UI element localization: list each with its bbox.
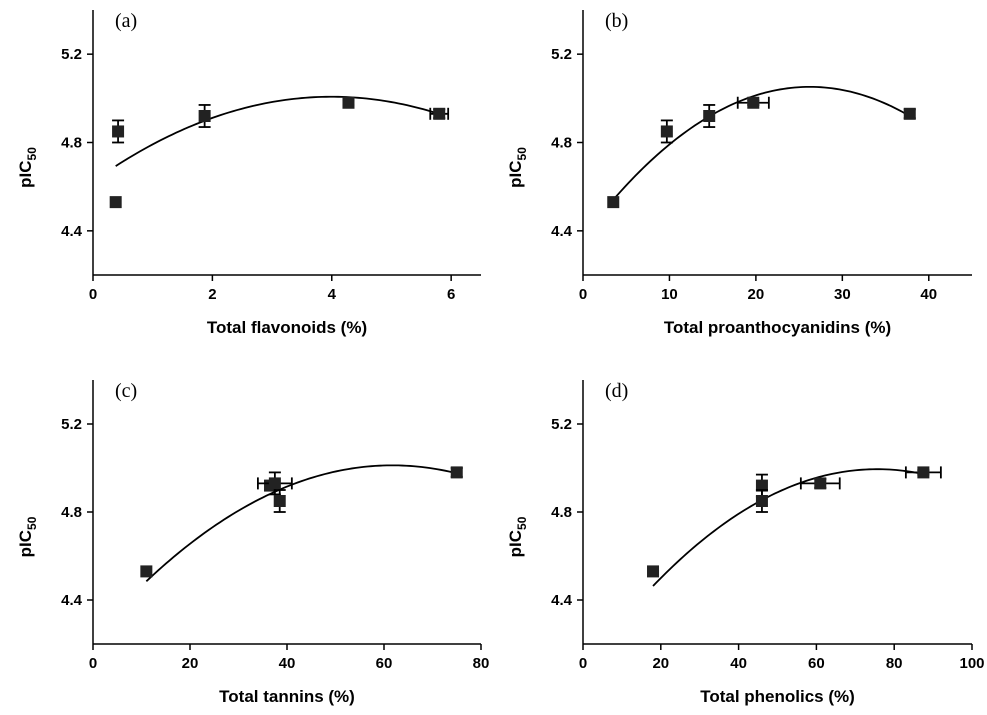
data-point: [198, 104, 211, 128]
y-tick-label: 5.2: [551, 416, 572, 433]
data-point: [799, 477, 841, 490]
point-marker: [273, 495, 286, 507]
x-tick-label: 80: [886, 655, 903, 672]
point-marker: [342, 96, 355, 109]
x-tick-label: 60: [376, 655, 393, 672]
y-axis-label-main: pIC: [506, 530, 525, 557]
y-axis-label: pIC50: [506, 147, 529, 188]
x-tick-label: 0: [579, 655, 587, 672]
point-marker: [755, 479, 768, 492]
point-marker: [450, 466, 463, 479]
panel-label: (a): [115, 10, 137, 32]
y-axis-label-subscript: 50: [515, 516, 529, 530]
point-marker: [755, 495, 768, 507]
y-tick-label: 5.2: [551, 46, 572, 63]
data-point: [607, 196, 620, 209]
point-marker: [703, 110, 716, 122]
x-axis-label: Total proanthocyanidins (%): [664, 318, 891, 337]
data-point: [647, 565, 660, 578]
x-tick-label: 30: [834, 286, 851, 303]
point-marker: [903, 107, 916, 120]
y-axis-label: pIC50: [16, 516, 39, 557]
x-tick-label: 4: [328, 286, 337, 303]
x-tick-label: 40: [920, 286, 937, 303]
point-marker: [607, 196, 620, 209]
panel-label: (c): [115, 380, 137, 402]
fit-curve: [652, 468, 924, 587]
x-tick-label: 6: [447, 286, 455, 303]
data-point: [256, 471, 293, 496]
data-point: [903, 107, 916, 120]
chart-panel-4: 0 20 40 60 80 100 4.4 4.8 5.2 Total phenolics (%)…: [506, 380, 985, 706]
x-tick-label: 0: [89, 655, 97, 672]
y-tick-label: 4.4: [61, 223, 83, 240]
fit-curve: [612, 85, 911, 201]
x-tick-label: 2: [208, 286, 216, 303]
x-tick-label: 40: [730, 655, 747, 672]
x-tick-label: 0: [89, 286, 97, 303]
y-axis-label-subscript: 50: [25, 147, 39, 161]
point-marker: [109, 196, 122, 209]
y-axis-label-subscript: 50: [515, 147, 529, 161]
x-tick-label: 80: [473, 655, 490, 672]
y-axis-label: pIC50: [506, 516, 529, 557]
y-axis-label-main: pIC: [506, 160, 525, 187]
y-axis-label-main: pIC: [16, 160, 35, 187]
y-tick-label: 4.8: [551, 504, 572, 521]
chart-panel-2: 0 10 20 30 40 4.4 4.8 5.2 Total proanthocyanidin…: [506, 10, 972, 337]
data-point: [450, 466, 463, 479]
point-marker: [198, 110, 211, 122]
data-point: [429, 107, 450, 120]
chart-panel-3: 0 20 40 60 80 4.4 4.8 5.2 Total tannins (%) pIC50…: [16, 380, 489, 706]
fit-curve: [115, 95, 440, 167]
data-point: [660, 119, 673, 144]
x-axis-label: Total flavonoids (%): [207, 318, 367, 337]
x-tick-label: 20: [652, 655, 669, 672]
data-point: [112, 119, 125, 144]
x-tick-label: 60: [808, 655, 825, 672]
data-point: [109, 196, 122, 209]
point-marker: [814, 477, 827, 490]
data-point: [904, 466, 942, 479]
point-marker: [112, 125, 125, 138]
point-marker: [747, 96, 760, 109]
y-tick-label: 5.2: [61, 46, 82, 63]
point-marker: [660, 125, 673, 138]
point-marker: [917, 466, 930, 479]
y-tick-label: 4.4: [551, 592, 573, 609]
y-tick-label: 4.8: [61, 504, 82, 521]
data-point: [755, 489, 768, 513]
panel-label: (d): [605, 380, 628, 402]
point-marker: [647, 565, 660, 578]
y-tick-label: 4.4: [551, 223, 573, 240]
point-marker: [433, 107, 446, 120]
data-point: [703, 104, 716, 128]
data-point: [342, 96, 355, 109]
data-point: [273, 489, 286, 513]
y-axis-label: pIC50: [16, 147, 39, 188]
x-axis-label: Total phenolics (%): [700, 687, 855, 706]
x-tick-label: 0: [579, 286, 587, 303]
y-axis-label-main: pIC: [16, 530, 35, 557]
y-axis-label-subscript: 50: [25, 516, 39, 530]
x-tick-label: 20: [182, 655, 199, 672]
x-tick-label: 10: [661, 286, 678, 303]
x-tick-label: 20: [748, 286, 765, 303]
panel-label: (b): [605, 10, 628, 32]
data-point: [736, 96, 770, 109]
fit-curve: [145, 464, 457, 582]
point-marker: [268, 477, 281, 490]
chart-panel-1: 0 2 4 6 4.4 4.8 5.2 Total flavonoids (%) pIC50 (a…: [16, 10, 481, 337]
x-tick-label: 40: [279, 655, 296, 672]
y-tick-label: 4.4: [61, 592, 83, 609]
y-tick-label: 4.8: [551, 135, 572, 152]
x-axis-label: Total tannins (%): [219, 687, 355, 706]
point-marker: [140, 565, 153, 578]
x-tick-label: 100: [959, 655, 984, 672]
y-tick-label: 5.2: [61, 416, 82, 433]
y-tick-label: 4.8: [61, 135, 82, 152]
data-point: [140, 565, 153, 578]
